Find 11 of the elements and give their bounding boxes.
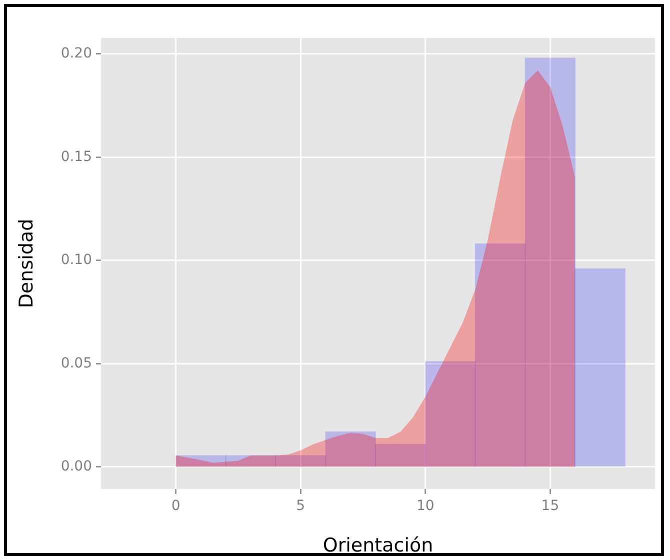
y-axis-title: Densidad bbox=[15, 218, 38, 308]
y-tick-label: 0.20 bbox=[60, 46, 92, 62]
x-axis-title: Orientación bbox=[322, 534, 434, 557]
x-tick-label: 0 bbox=[171, 498, 180, 514]
y-tick-label: 0.10 bbox=[60, 252, 92, 268]
y-tick-label: 0.00 bbox=[60, 458, 92, 475]
x-tick-label: 10 bbox=[416, 498, 434, 514]
y-tick-label: 0.05 bbox=[60, 355, 92, 372]
y-tick-label: 0.15 bbox=[60, 148, 92, 165]
x-tick-label: 15 bbox=[541, 498, 560, 514]
x-tick-label: 5 bbox=[296, 498, 306, 514]
